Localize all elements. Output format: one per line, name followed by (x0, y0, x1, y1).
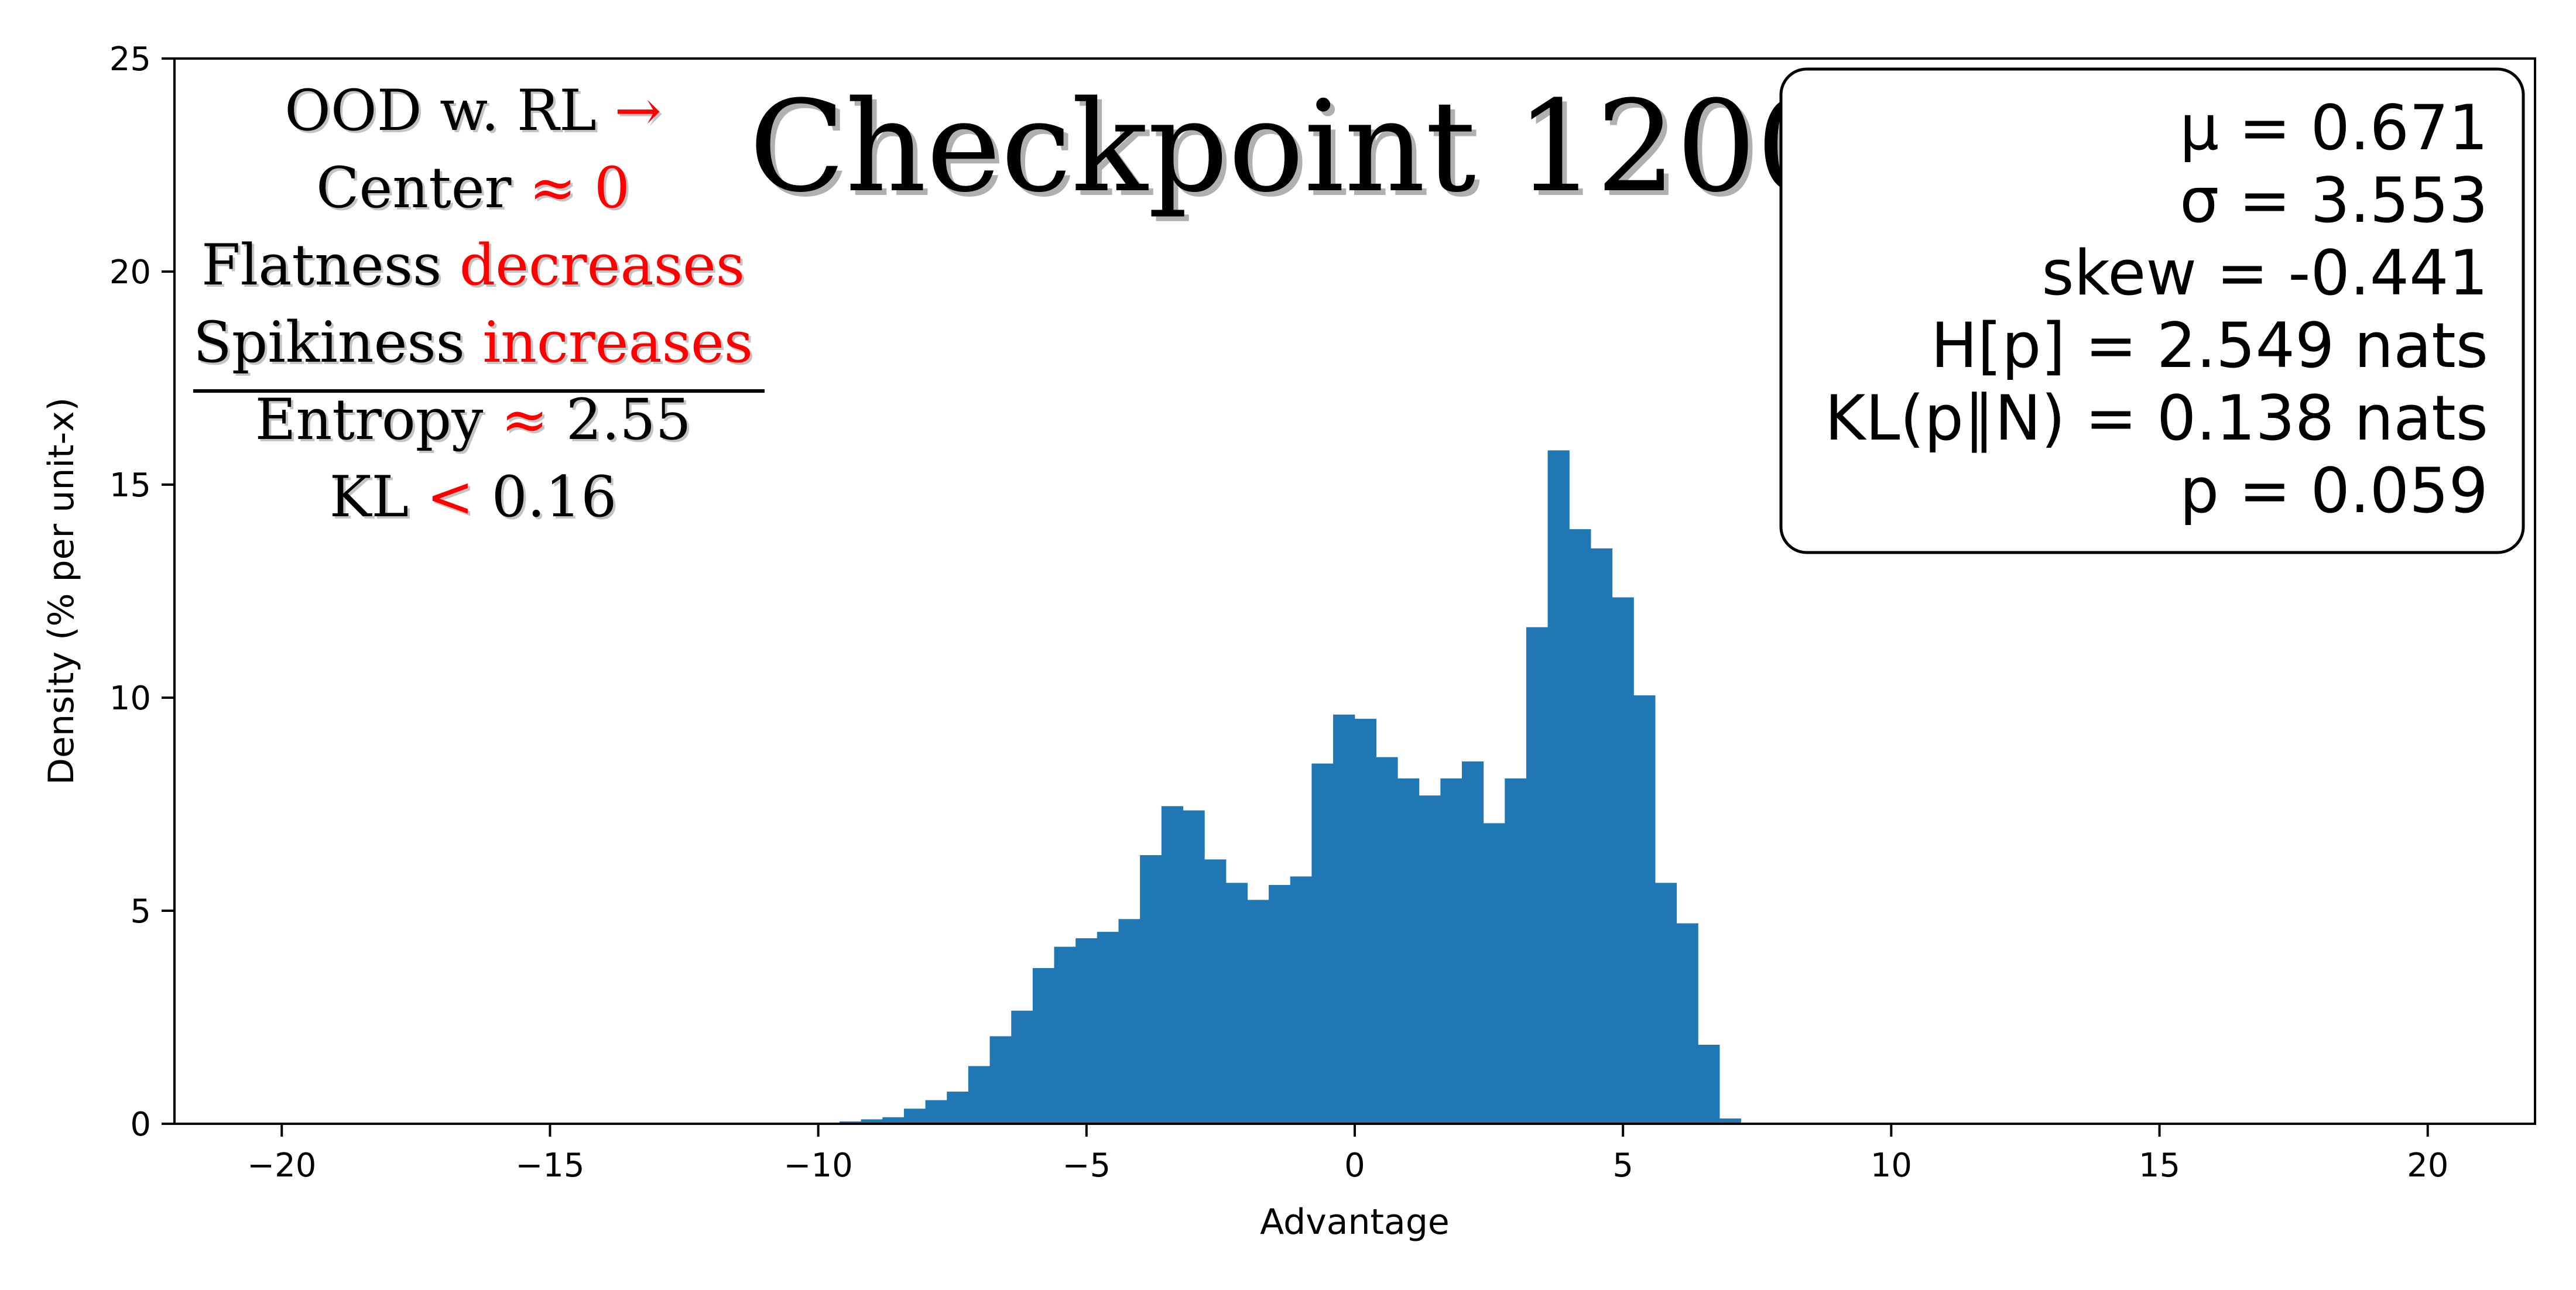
y-tick-label: 10 (109, 680, 151, 718)
histogram-bar (1204, 859, 1227, 1124)
histogram-bar (1183, 810, 1205, 1124)
x-axis-label: Advantage (1260, 1202, 1450, 1243)
annotation-line: OOD w. RL → (285, 78, 662, 143)
stats-line: H[p] = 2.549 nats (1931, 310, 2488, 382)
stats-line: μ = 0.671 (2180, 92, 2488, 164)
annotation-line: KL < 0.16 (330, 464, 617, 530)
histogram-bar (1247, 900, 1269, 1124)
chart-title-group: Checkpoint 1200 Checkpoint 1200 (749, 73, 1841, 225)
histogram-bar (1397, 778, 1420, 1124)
y-tick-label: 25 (109, 40, 151, 78)
x-tick-label: 20 (2407, 1147, 2448, 1185)
x-tick-label: −5 (1063, 1147, 1111, 1185)
chart-title-shadow: Checkpoint 1200 (753, 78, 1841, 225)
x-tick-label: 10 (1871, 1147, 1912, 1185)
stats-line: σ = 3.553 (2180, 164, 2488, 236)
histogram-bar (1118, 919, 1140, 1124)
histogram-bar (1032, 968, 1055, 1124)
histogram-bar (1097, 932, 1119, 1124)
chart-title: Checkpoint 1200 (749, 73, 1836, 220)
histogram-bar (925, 1100, 947, 1124)
y-tick-label: 15 (109, 466, 151, 505)
histogram-bar (1612, 597, 1634, 1124)
x-tick-label: −10 (784, 1147, 853, 1185)
histogram-bar (947, 1092, 969, 1124)
histogram-bar (1461, 761, 1484, 1124)
axis-ticks: −20 −15 −10 −5 0 5 10 15 20 0 5 10 15 20 25 (109, 40, 2449, 1185)
histogram-bar (903, 1109, 926, 1124)
annotation-line-shadow: KL < 0.16 (332, 466, 619, 532)
annotation-line: Entropy ≈ 2.55 (255, 387, 691, 452)
histogram-bar (1440, 778, 1462, 1124)
histogram-bar (1161, 806, 1184, 1124)
histogram-bar (1269, 885, 1291, 1124)
histogram-bar (1483, 823, 1505, 1124)
histogram-bar (1547, 450, 1570, 1124)
histogram-bar (1140, 855, 1162, 1124)
histogram-bar (1633, 695, 1656, 1124)
annotation-line-shadow: Center ≈ 0 (318, 157, 632, 223)
annotation-line-shadow: OOD w. RL → (287, 80, 664, 146)
y-tick-label: 0 (130, 1106, 151, 1144)
stats-line: p = 0.059 (2180, 455, 2488, 527)
histogram-bars (818, 450, 1742, 1124)
histogram-bar (1676, 923, 1698, 1124)
annotation-line-shadow: Entropy ≈ 2.55 (257, 389, 693, 455)
histogram-bar (1333, 714, 1355, 1124)
histogram-bar (1225, 883, 1248, 1124)
x-tick-label: 5 (1612, 1147, 1633, 1185)
stats-box-frame (1779, 67, 2525, 554)
histogram-bar (1569, 529, 1591, 1124)
histogram-bar (1590, 548, 1613, 1124)
y-tick-label: 5 (130, 893, 151, 931)
stats-line: KL(p∥N) = 0.138 nats (1825, 382, 2488, 454)
histogram-bar (968, 1066, 991, 1124)
annotation-line-shadow: Flatness decreases (204, 235, 747, 300)
y-tick-label: 20 (109, 253, 151, 291)
x-tick-label: −15 (515, 1147, 584, 1185)
histogram-bar (989, 1036, 1012, 1124)
x-tick-label: 0 (1344, 1147, 1365, 1185)
histogram-bar (1526, 627, 1549, 1124)
histogram-bar (1376, 757, 1398, 1124)
y-axis-label: Density (% per unit-x) (41, 397, 82, 785)
histogram-bar (1698, 1045, 1720, 1124)
histogram-bar (1075, 938, 1098, 1124)
annotation-line: Spikiness increases (193, 310, 753, 375)
histogram-bar (1654, 883, 1677, 1124)
histogram-bar (1290, 876, 1312, 1124)
histogram-bar (1505, 778, 1527, 1124)
x-tick-label: 15 (2139, 1147, 2180, 1185)
x-tick-label: −20 (247, 1147, 316, 1185)
annotation-line: Center ≈ 0 (316, 155, 630, 221)
annotation-line-shadow: Spikiness increases (196, 312, 755, 378)
histogram-bar (1354, 719, 1376, 1124)
stats-line: skew = -0.441 (2041, 237, 2488, 309)
annotation-line: Flatness decreases (201, 232, 745, 298)
histogram-bar (1419, 795, 1441, 1124)
histogram-bar (1311, 763, 1334, 1124)
histogram-bar (1011, 1010, 1033, 1124)
histogram-bar (1054, 946, 1076, 1124)
